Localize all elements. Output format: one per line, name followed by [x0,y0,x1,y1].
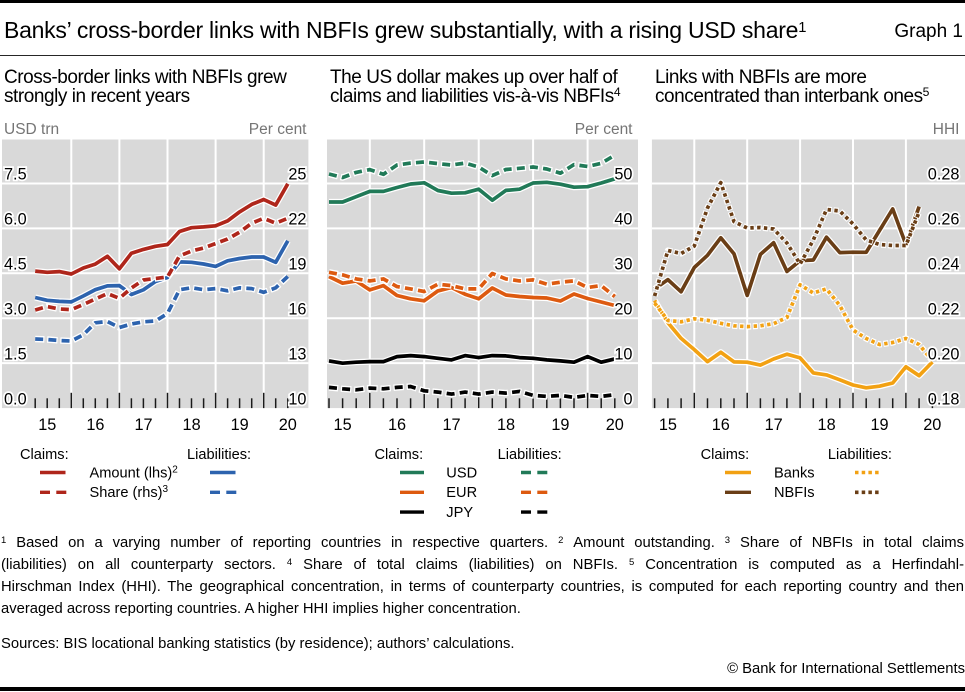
svg-text:USD trn: USD trn [4,121,59,138]
svg-text:Banks: Banks [774,465,815,481]
svg-text:NBFIs: NBFIs [774,485,815,501]
svg-text:30: 30 [614,256,632,274]
svg-text:4.5: 4.5 [4,256,27,274]
svg-text:HHI: HHI [933,121,960,138]
svg-text:6.0: 6.0 [4,211,27,229]
svg-text:20: 20 [923,416,941,434]
svg-text:0: 0 [623,390,632,408]
svg-text:40: 40 [614,211,632,229]
svg-text:USD: USD [446,465,477,481]
svg-text:1.5: 1.5 [4,345,27,363]
svg-text:0.20: 0.20 [928,345,960,363]
svg-text:20: 20 [279,416,297,434]
svg-text:16: 16 [388,416,406,434]
svg-text:Claims:: Claims: [701,447,750,463]
svg-text:Per cent: Per cent [575,121,633,138]
svg-text:0.18: 0.18 [928,390,960,408]
svg-text:Liabilities:: Liabilities: [498,447,562,463]
svg-text:3.0: 3.0 [4,300,27,318]
svg-text:13: 13 [288,345,306,363]
svg-text:0.24: 0.24 [928,256,960,274]
svg-text:19: 19 [870,416,888,434]
svg-text:0.22: 0.22 [928,300,960,318]
svg-text:EUR: EUR [446,485,477,501]
svg-text:19: 19 [551,416,569,434]
svg-text:7.5: 7.5 [4,166,27,184]
svg-text:Liabilities:: Liabilities: [828,447,892,463]
svg-text:Share (rhs)3: Share (rhs)3 [90,484,169,501]
svg-text:Claims:: Claims: [20,447,69,463]
svg-text:Per cent: Per cent [249,121,307,138]
svg-text:0.0: 0.0 [4,390,27,408]
svg-text:25: 25 [288,166,306,184]
svg-text:19: 19 [288,256,306,274]
svg-text:10: 10 [288,390,306,408]
svg-text:0.26: 0.26 [928,211,960,229]
svg-text:Liabilities:: Liabilities: [187,447,251,463]
svg-text:16: 16 [288,300,306,318]
svg-text:18: 18 [497,416,515,434]
svg-text:20: 20 [606,416,624,434]
svg-text:17: 17 [134,416,152,434]
svg-text:JPY: JPY [446,505,473,521]
svg-text:20: 20 [614,300,632,318]
svg-text:Amount (lhs)2: Amount (lhs)2 [90,464,179,481]
svg-text:17: 17 [442,416,460,434]
svg-text:18: 18 [818,416,836,434]
svg-text:17: 17 [765,416,783,434]
svg-text:15: 15 [38,416,56,434]
svg-text:0.28: 0.28 [928,166,960,184]
svg-text:22: 22 [288,211,306,229]
svg-text:10: 10 [614,345,632,363]
svg-text:18: 18 [183,416,201,434]
svg-text:19: 19 [231,416,249,434]
svg-text:16: 16 [712,416,730,434]
svg-text:15: 15 [659,416,677,434]
svg-text:16: 16 [86,416,104,434]
svg-text:50: 50 [614,166,632,184]
svg-text:Claims:: Claims: [375,447,424,463]
svg-text:15: 15 [334,416,352,434]
